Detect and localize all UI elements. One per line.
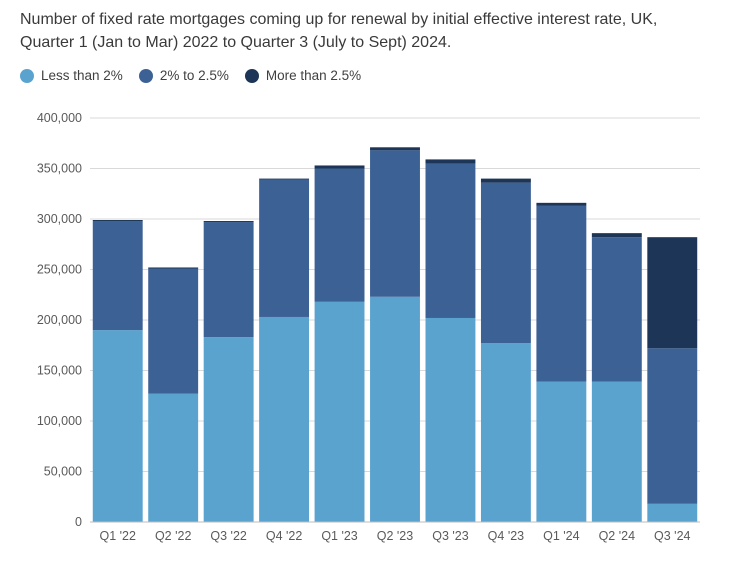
x-tick-label: Q1 '23 [321, 529, 357, 543]
x-tick-label: Q3 '24 [654, 529, 690, 543]
bar-segment-more-than-2-5 [425, 159, 476, 164]
y-tick-label: 200,000 [37, 313, 82, 327]
x-tick-label: Q1 '22 [100, 529, 136, 543]
legend-item-more-than-2-5: More than 2.5% [244, 68, 362, 83]
bar-segment-less-than-2 [259, 316, 310, 522]
y-tick-label: 0 [75, 515, 82, 529]
bar-segment-less-than-2 [370, 296, 420, 522]
y-tick-label: 350,000 [37, 162, 82, 176]
bar-segment-more-than-2-5 [480, 178, 531, 183]
bar-segment-2-to-2-5 [203, 222, 254, 338]
legend-swatch-2-to-2-5 [138, 68, 153, 83]
bar-segment-less-than-2 [314, 301, 365, 522]
bar-segment-more-than-2-5 [259, 178, 310, 180]
bar-segment-2-to-2-5 [92, 221, 143, 331]
x-tick-label: Q2 '24 [599, 529, 635, 543]
legend-item-2-to-2-5: 2% to 2.5% [138, 68, 229, 83]
legend-label-2-to-2-5: 2% to 2.5% [159, 68, 229, 83]
legend-label-more-than-2-5: More than 2.5% [265, 68, 362, 83]
chart-title: Number of fixed rate mortgages coming up… [20, 11, 658, 51]
x-tick-label: Q1 '24 [543, 529, 579, 543]
y-tick-label: 50,000 [44, 465, 82, 479]
bar-segment-more-than-2-5 [370, 147, 420, 151]
bar-segment-2-to-2-5 [647, 348, 698, 504]
bar-segment-less-than-2 [148, 393, 199, 522]
bar-segment-more-than-2-5 [92, 220, 143, 222]
bar-segment-more-than-2-5 [148, 267, 199, 269]
y-tick-label: 100,000 [37, 414, 82, 428]
bar-segment-2-to-2-5 [480, 182, 531, 344]
bar-segment-less-than-2 [425, 317, 476, 522]
legend-item-less-than-2: Less than 2% [20, 68, 123, 83]
bar-segment-2-to-2-5 [259, 179, 310, 317]
bar-segment-more-than-2-5 [314, 165, 365, 169]
y-tick-label: 150,000 [37, 364, 82, 378]
legend-label-less-than-2: Less than 2% [41, 68, 123, 83]
x-tick-label: Q2 '23 [377, 529, 413, 543]
bar-segment-2-to-2-5 [591, 237, 642, 382]
bar-segment-more-than-2-5 [647, 237, 698, 349]
bar-segment-less-than-2 [647, 503, 698, 522]
bar-segment-less-than-2 [203, 337, 254, 522]
bar-segment-2-to-2-5 [536, 205, 587, 382]
bar-segment-more-than-2-5 [591, 233, 642, 238]
legend-swatch-more-than-2-5 [244, 68, 259, 83]
y-tick-label: 250,000 [37, 263, 82, 277]
bar-segment-less-than-2 [92, 330, 143, 522]
bar-segment-less-than-2 [480, 343, 531, 522]
x-tick-label: Q4 '22 [266, 529, 302, 543]
x-tick-label: Q3 '23 [432, 529, 468, 543]
y-tick-label: 300,000 [37, 212, 82, 226]
bar-segment-2-to-2-5 [148, 268, 199, 394]
bar-segment-2-to-2-5 [314, 168, 365, 302]
y-tick-label: 400,000 [37, 111, 82, 125]
bar-segment-more-than-2-5 [203, 221, 254, 223]
legend-swatch-less-than-2 [20, 68, 34, 83]
x-tick-label: Q3 '22 [210, 529, 246, 543]
legend: Less than 2% 2% to 2.5% More than 2.5% [20, 68, 377, 83]
bar-segment-2-to-2-5 [370, 150, 420, 297]
bar-segment-more-than-2-5 [536, 202, 587, 206]
bar-segment-2-to-2-5 [425, 163, 476, 318]
x-tick-label: Q4 '23 [488, 529, 524, 543]
bar-segment-less-than-2 [536, 381, 587, 522]
bar-segment-less-than-2 [591, 381, 642, 522]
x-tick-label: Q2 '22 [155, 529, 191, 543]
